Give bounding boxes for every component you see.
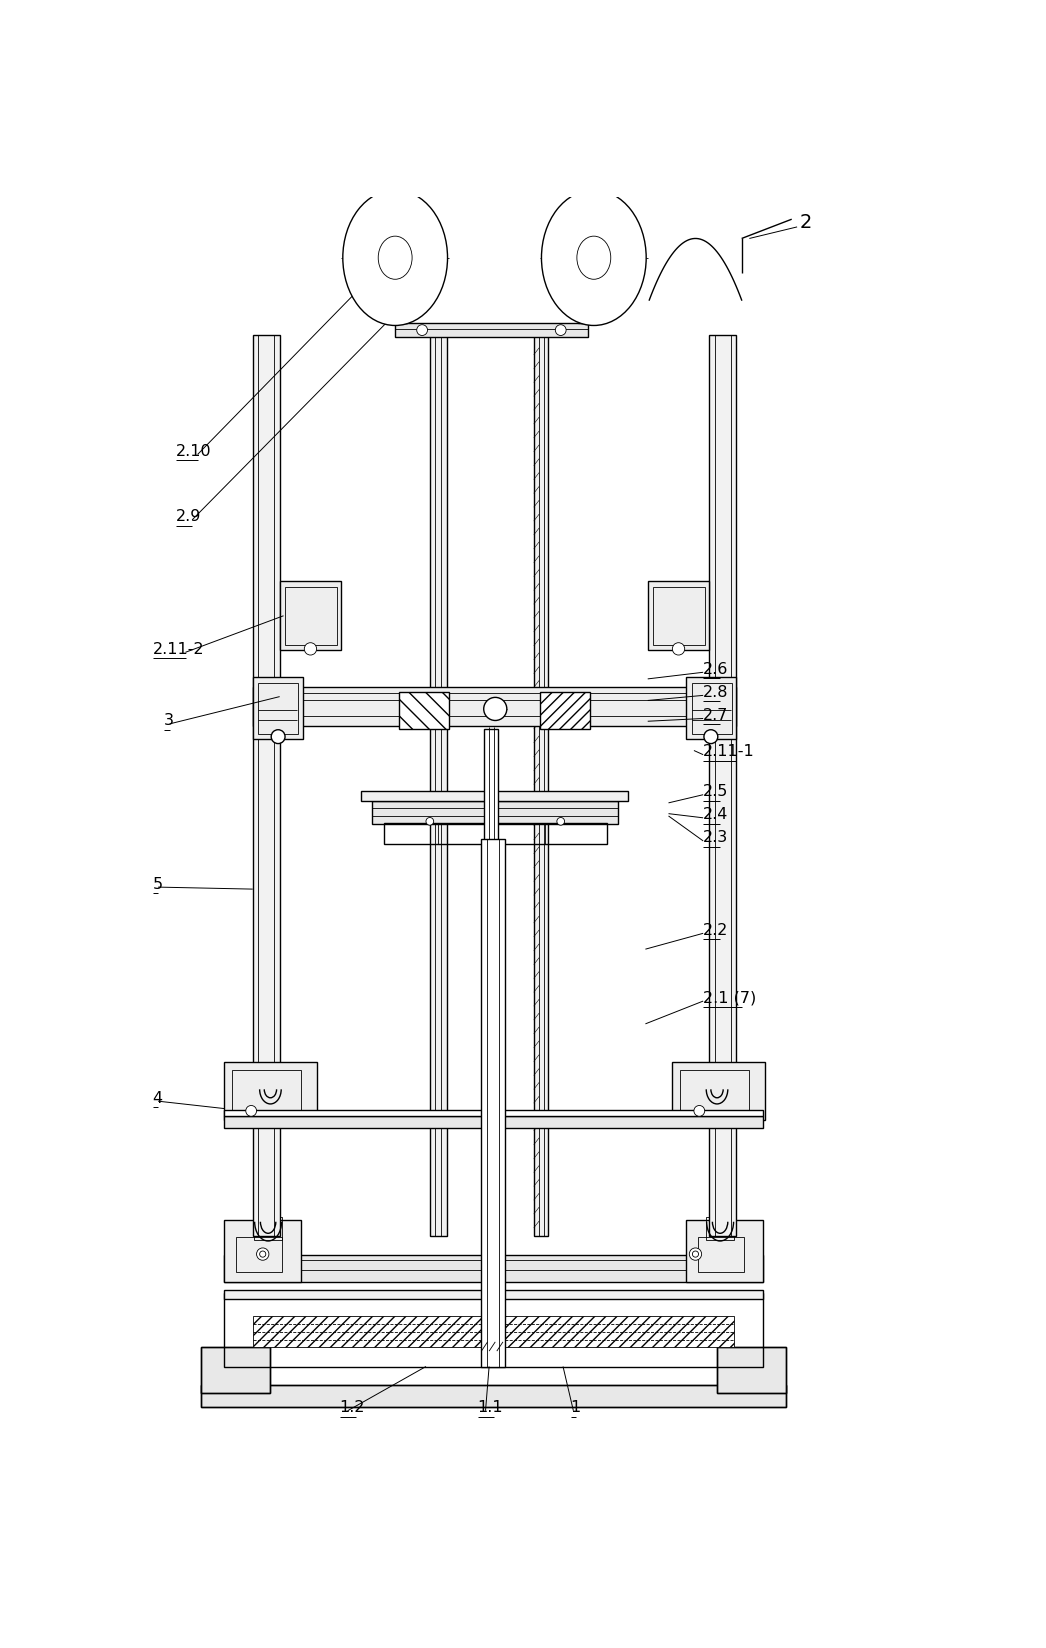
Bar (387, 250, 407, 325)
Ellipse shape (343, 191, 448, 326)
Circle shape (256, 1248, 269, 1261)
Bar (201, 1348, 271, 1394)
Ellipse shape (379, 237, 412, 280)
Bar (253, 687, 736, 727)
Circle shape (555, 326, 566, 336)
Bar (224, 1290, 764, 1299)
Circle shape (259, 1251, 266, 1257)
Text: 2.2: 2.2 (703, 923, 729, 938)
Bar (540, 692, 590, 730)
Circle shape (689, 1248, 702, 1261)
Circle shape (673, 643, 685, 656)
Bar (430, 336, 447, 1236)
Text: 2.9: 2.9 (176, 509, 201, 524)
Text: 4: 4 (153, 1089, 163, 1106)
Bar (253, 336, 279, 1236)
Circle shape (304, 643, 317, 656)
Circle shape (693, 1106, 705, 1117)
Bar (709, 336, 736, 1236)
Ellipse shape (577, 237, 611, 280)
Circle shape (416, 326, 428, 336)
Bar (706, 1218, 734, 1241)
Text: 2.11-2: 2.11-2 (153, 641, 204, 656)
Bar (686, 1221, 764, 1282)
Bar (224, 1294, 764, 1366)
Circle shape (426, 817, 434, 826)
Bar (201, 1386, 787, 1407)
Bar (717, 1348, 787, 1394)
Bar (224, 1117, 764, 1129)
Text: 1.1: 1.1 (478, 1399, 503, 1414)
Bar (254, 1218, 282, 1241)
Bar (235, 1238, 282, 1272)
Bar (224, 1063, 317, 1121)
Text: 2.7: 2.7 (703, 707, 729, 722)
Bar (201, 1348, 271, 1394)
Bar (201, 1386, 787, 1407)
Text: 2.5: 2.5 (703, 784, 729, 799)
Text: 2: 2 (799, 213, 812, 232)
Text: 2.6: 2.6 (703, 661, 729, 676)
Bar (279, 582, 341, 651)
Text: 1: 1 (571, 1399, 581, 1414)
Bar (372, 801, 618, 824)
Circle shape (556, 817, 565, 826)
Bar (384, 824, 607, 845)
Bar (578, 250, 597, 325)
Bar (533, 336, 548, 1236)
Bar (224, 1256, 764, 1282)
Text: 5: 5 (153, 877, 163, 892)
Text: 2.3: 2.3 (703, 831, 728, 845)
Circle shape (271, 730, 286, 745)
Text: 2.10: 2.10 (176, 443, 211, 458)
Bar (647, 582, 709, 651)
Circle shape (704, 730, 718, 745)
Bar (686, 677, 736, 740)
Circle shape (246, 1106, 256, 1117)
Text: 2.8: 2.8 (703, 684, 729, 699)
Bar (361, 791, 629, 801)
Ellipse shape (542, 191, 646, 326)
Bar (232, 1071, 301, 1112)
Bar (698, 1238, 744, 1272)
Text: 2.4: 2.4 (703, 808, 729, 822)
Bar (481, 839, 504, 1366)
Text: 1.2: 1.2 (340, 1399, 365, 1414)
Bar (395, 325, 588, 338)
Text: 3: 3 (164, 714, 175, 728)
Bar (680, 1071, 749, 1112)
Bar (483, 730, 498, 845)
Bar (253, 1317, 734, 1348)
Text: 2.1 (7): 2.1 (7) (703, 990, 756, 1005)
Circle shape (692, 1251, 699, 1257)
Bar (224, 1111, 764, 1117)
Bar (253, 677, 302, 740)
Bar (224, 1221, 301, 1282)
Bar (717, 1348, 787, 1394)
Circle shape (483, 699, 507, 722)
Bar (653, 587, 705, 646)
Bar (258, 684, 298, 733)
Bar (673, 1063, 765, 1121)
Bar (286, 587, 338, 646)
Text: 2.11-1: 2.11-1 (703, 743, 755, 758)
Bar (399, 692, 449, 730)
Bar (691, 684, 731, 733)
